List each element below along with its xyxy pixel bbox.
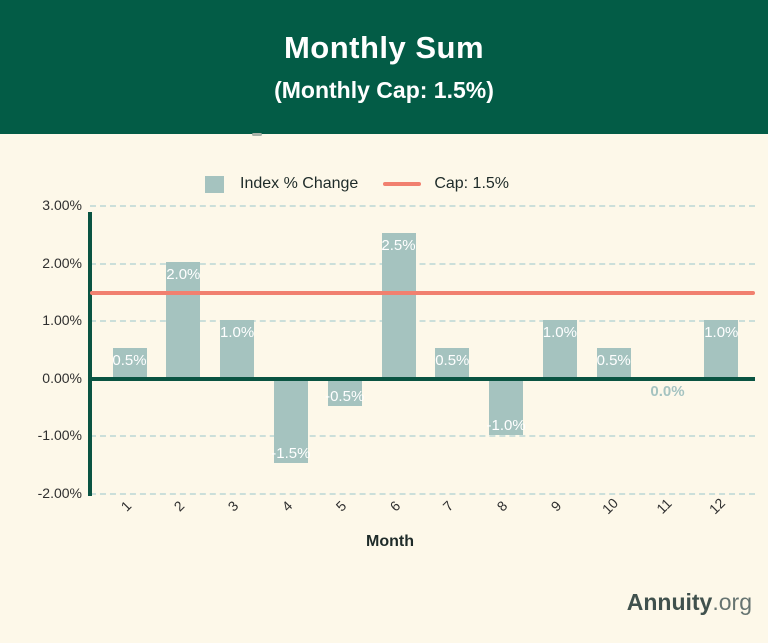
legend-cap-label: Cap: 1.5%: [434, 175, 510, 192]
bar-value-label: 0.0%: [650, 382, 685, 400]
bar-value-label: 0.5%: [112, 352, 147, 370]
bar-month-12: [704, 319, 739, 377]
bar-value-label: -1.0%: [486, 416, 526, 434]
x-axis-title: Month: [366, 533, 414, 550]
bar-month-10: [596, 348, 631, 377]
legend-cap-line-icon: [383, 182, 422, 186]
bar-value-label: 1.0%: [704, 323, 739, 341]
chart-subtitle: (Monthly Cap: 1.5%): [274, 77, 494, 103]
gridline: [90, 320, 755, 323]
bar-value-label: 2.0%: [166, 266, 201, 283]
y-tick-label: 0.00%: [42, 369, 82, 386]
bar-value-label: 1.0%: [542, 323, 577, 341]
bar-value-label: 0.5%: [435, 352, 470, 370]
bar-month-9: [542, 319, 577, 377]
y-axis-line: [88, 212, 92, 496]
bar-month-6: [381, 233, 416, 377]
bar-month-5: [327, 380, 362, 406]
brand-logo: Annuity.org: [627, 589, 752, 616]
brand-logo-suffix: .org: [712, 589, 752, 615]
header-banner: Monthly Sum (Monthly Cap: 1.5%): [0, 0, 768, 134]
bar-value-label: -0.5%: [325, 387, 365, 405]
zero-line: [88, 377, 755, 381]
bar-value-label: 1.0%: [219, 323, 255, 341]
bar-month-3: [220, 319, 255, 377]
gridline: [90, 262, 755, 265]
gridline: [90, 435, 755, 438]
gridline: [90, 205, 755, 208]
bar-value-label: 2.5%: [381, 237, 416, 255]
brand-logo-name: Annuity: [626, 589, 713, 615]
bar-month-1: [112, 348, 147, 377]
legend-series-label: Index % Change: [240, 175, 359, 192]
bar-month-7: [435, 348, 470, 377]
y-tick-label: 3.00%: [42, 197, 82, 214]
y-tick-label: 2.00%: [42, 254, 82, 271]
bar-value-label: -1.5%: [271, 445, 311, 463]
gridline: [90, 492, 755, 495]
cap-line: [90, 290, 755, 295]
bar-month-4: [273, 380, 308, 464]
legend-bar-swatch-icon: [205, 175, 224, 193]
y-tick-label: -1.00%: [37, 427, 82, 444]
y-tick-label: -2.00%: [37, 484, 82, 501]
header-notch-artifact: [252, 133, 262, 136]
chart-title: Monthly Sum: [283, 30, 485, 65]
bar-month-8: [489, 380, 524, 435]
bar-value-label: 0.5%: [596, 352, 631, 370]
legend: Index % Change Cap: 1.5%: [205, 172, 509, 196]
bar-month-2: [166, 262, 201, 377]
y-tick-label: 1.00%: [42, 312, 82, 329]
